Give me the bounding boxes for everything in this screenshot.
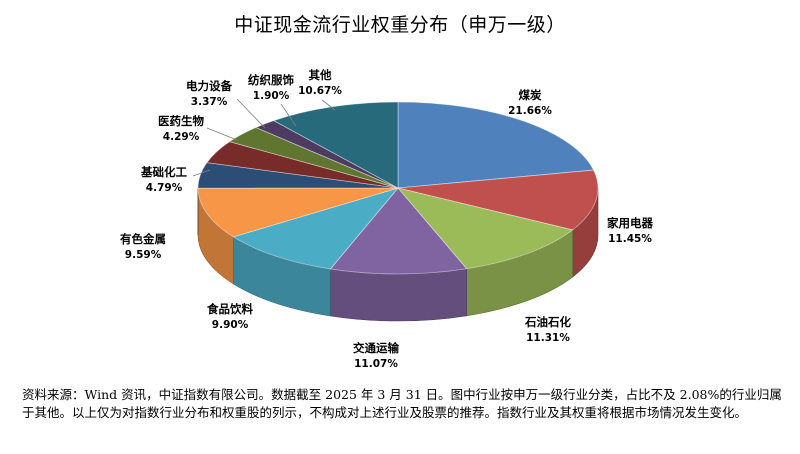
slice-label-纺织服饰: 纺织服饰 [248, 73, 294, 87]
pie-slice-其他 [272, 101, 399, 189]
leader-line-其他 [321, 99, 336, 111]
pie-slice-石油石化 [396, 187, 574, 270]
pie-slice-交通运输 [329, 187, 468, 275]
slice-label-医药生物: 医药生物 [158, 114, 204, 128]
slice-label-电力设备: 电力设备 [186, 79, 232, 93]
slice-label-其他: 其他 [309, 68, 332, 82]
slice-label-交通运输: 交通运输 [353, 341, 399, 355]
pie-chart: 煤炭 21.66% 家用电器 11.45% 石油石化 11.31% 交通运输 11.07% 食品… [120, 68, 653, 370]
pie-label-layer: 煤炭 21.66% 家用电器 11.45% 石油石化 11.31% 交通运输 11.07% 食品… [120, 68, 653, 370]
slice-label-有色金属: 有色金属 [120, 232, 166, 246]
slice-value-电力设备: 3.37% [191, 96, 228, 108]
slice-value-基础化工: 4.79% [146, 182, 183, 194]
pie-slice-煤炭 [397, 101, 595, 189]
slice-value-家用电器: 11.45% [608, 233, 652, 245]
leader-line-纺织服饰 [280, 103, 297, 127]
chart-title: 中证现金流行业权重分布（申万一级） [234, 14, 566, 36]
slice-label-食品饮料: 食品饮料 [207, 302, 253, 316]
slice-value-食品饮料: 9.90% [212, 319, 249, 331]
slice-value-石油石化: 11.31% [526, 332, 570, 344]
pie-slice-食品饮料 [232, 187, 400, 270]
pie-slice-家用电器 [397, 169, 599, 231]
source-footnote: 资料来源：Wind 资讯，中证指数有限公司。数据截至 2025 年 3 月 31… [22, 387, 782, 420]
leader-line-基础化工 [192, 169, 211, 177]
slice-label-煤炭: 煤炭 [519, 88, 542, 102]
slice-value-其他: 10.67% [298, 85, 342, 97]
slice-value-交通运输: 11.07% [354, 358, 398, 370]
slice-value-煤炭: 21.66% [508, 105, 552, 117]
pie-top-layer [197, 101, 599, 275]
leader-line-电力设备 [236, 98, 266, 129]
slice-value-医药生物: 4.29% [163, 131, 200, 143]
slice-value-有色金属: 9.59% [125, 249, 162, 261]
pie-slice-有色金属 [197, 187, 399, 238]
leader-line-医药生物 [206, 127, 238, 141]
slice-value-纺织服饰: 1.90% [253, 90, 290, 102]
slice-label-石油石化: 石油石化 [524, 315, 571, 329]
pie-side-交通运输 [330, 268, 467, 322]
slice-label-基础化工: 基础化工 [140, 165, 187, 179]
slice-label-家用电器: 家用电器 [607, 216, 653, 230]
